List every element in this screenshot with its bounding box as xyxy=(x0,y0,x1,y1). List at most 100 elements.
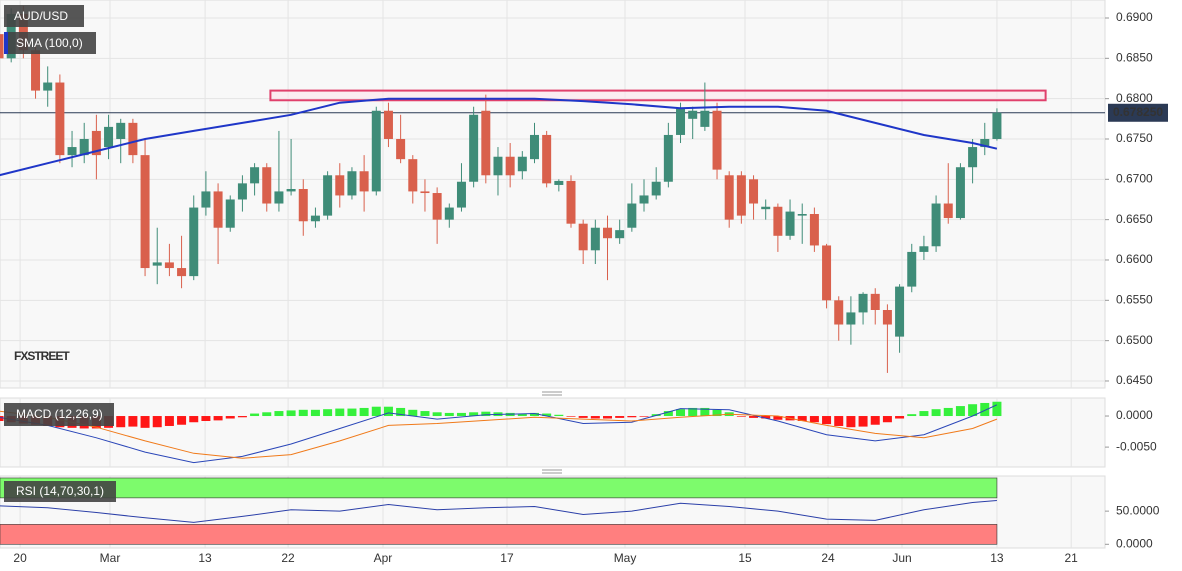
macd-histogram-bar xyxy=(797,416,807,421)
candle-body xyxy=(323,175,333,216)
macd-histogram-bar xyxy=(931,409,941,417)
macd-histogram-bar xyxy=(578,416,588,418)
candle-body xyxy=(785,211,795,236)
macd-histogram-bar xyxy=(834,416,844,426)
macd-histogram-bar xyxy=(882,416,892,423)
candle-body xyxy=(383,110,393,139)
y-tick-label: 0.6800 xyxy=(1116,91,1153,105)
candle-body xyxy=(919,246,929,252)
candle-body xyxy=(578,223,588,251)
candle-body xyxy=(444,207,454,220)
macd-histogram-bar xyxy=(262,412,272,417)
macd-histogram-bar xyxy=(310,409,320,417)
y-tick-label: 0.0000 xyxy=(1116,536,1153,550)
x-tick-label: Mar xyxy=(100,551,121,565)
macd-histogram-bar xyxy=(554,414,564,417)
candle-body xyxy=(469,114,479,182)
x-tick-label: 22 xyxy=(281,551,295,565)
macd-histogram-bar xyxy=(286,410,296,417)
candle-body xyxy=(250,167,260,184)
legend-sma: SMA (100,0) xyxy=(16,36,83,50)
candle-body xyxy=(943,203,953,219)
macd-histogram-bar xyxy=(676,409,686,417)
macd-panel xyxy=(0,397,1106,468)
candle-body xyxy=(627,203,637,228)
macd-histogram-bar xyxy=(968,404,978,417)
candle-body xyxy=(493,156,503,176)
macd-histogram-bar xyxy=(116,416,126,428)
legend-box xyxy=(4,481,116,502)
legend-box xyxy=(4,32,96,54)
candle-body xyxy=(822,245,832,301)
candle-body xyxy=(554,180,564,185)
x-tick-label: Jun xyxy=(892,551,911,565)
candle-body xyxy=(116,122,126,139)
candle-body xyxy=(931,203,941,247)
macd-histogram-bar xyxy=(250,413,260,417)
macd-histogram-bar xyxy=(164,416,174,426)
candle-body xyxy=(858,293,868,313)
macd-histogram-bar xyxy=(0,416,4,421)
x-tick-label: 13 xyxy=(990,551,1004,565)
candle-body xyxy=(529,134,539,160)
macd-histogram-bar xyxy=(615,416,625,418)
candle-body xyxy=(615,230,625,239)
candle-body xyxy=(104,126,114,148)
candle-body xyxy=(274,191,284,204)
last-price-box xyxy=(1108,103,1168,122)
rsi-line xyxy=(0,500,997,523)
candle-body xyxy=(43,82,53,91)
candle-body xyxy=(834,300,844,325)
candle-body xyxy=(870,293,880,310)
y-tick-label: 0.6750 xyxy=(1116,131,1153,145)
x-tick-label: 13 xyxy=(198,551,212,565)
candle-body xyxy=(992,112,1002,139)
candle-body xyxy=(79,138,89,156)
macd-histogram-bar xyxy=(761,416,771,419)
candle-body xyxy=(968,147,978,168)
macd-histogram-bar xyxy=(822,416,832,425)
candle-body xyxy=(603,227,613,239)
candle-body xyxy=(688,110,698,119)
candle-body xyxy=(225,199,235,228)
candle-body xyxy=(91,130,101,156)
candle-body xyxy=(67,147,77,156)
macd-histogram-bar xyxy=(858,416,868,427)
macd-histogram-bar xyxy=(323,409,333,417)
candle-body xyxy=(347,171,357,196)
macd-histogram-bar xyxy=(383,406,393,417)
legend-swatch xyxy=(4,32,8,54)
candle-body xyxy=(809,214,819,246)
legend-macd: MACD (12,26,9) xyxy=(16,407,103,421)
layers: 20 Mar 13 22 Apr 17 May 15 24 Jun 13 21 0.6900 0.6850… xyxy=(0,0,1168,565)
resistance-zone xyxy=(269,89,1047,102)
y-tick-label: 0.6500 xyxy=(1116,333,1153,347)
y-tick-label: 0.6550 xyxy=(1116,292,1153,306)
macd-histogram-bar xyxy=(420,411,430,417)
macd-histogram-bar xyxy=(140,416,150,428)
macd-histogram-bar xyxy=(700,407,710,417)
macd-histogram-bar xyxy=(274,411,284,417)
y-tick-label: 0.6700 xyxy=(1116,171,1153,185)
macd-histogram-bar xyxy=(201,416,211,421)
x-tick-label: 21 xyxy=(1064,551,1078,565)
candle-body xyxy=(505,156,515,176)
candle-body xyxy=(262,167,272,204)
macd-histogram-bar xyxy=(177,416,187,425)
macd-histogram-bar xyxy=(809,416,819,423)
macd-histogram-bar xyxy=(481,411,491,417)
macd-histogram-bar xyxy=(529,412,539,417)
y-tick-label: 0.6650 xyxy=(1116,212,1153,226)
candle-body xyxy=(517,156,527,172)
candle-body xyxy=(55,82,65,156)
candle-body xyxy=(213,191,223,228)
x-tick-label: May xyxy=(614,551,637,565)
macd-histogram-bar xyxy=(712,409,722,417)
candle-body xyxy=(882,309,892,325)
macd-histogram-bar xyxy=(919,411,929,417)
macd-histogram-bar xyxy=(213,416,223,421)
macd-histogram-bar xyxy=(895,416,905,419)
candle-body xyxy=(128,122,138,156)
x-tick-label: 15 xyxy=(738,551,752,565)
